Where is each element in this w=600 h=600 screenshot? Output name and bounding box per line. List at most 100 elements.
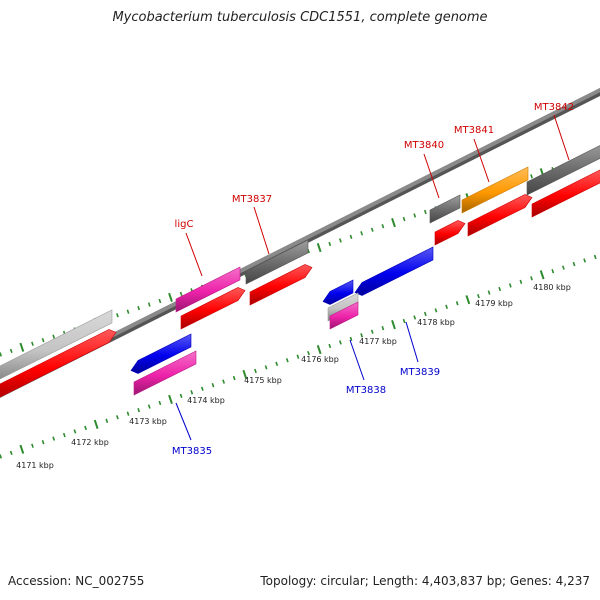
- inner-minor-tick: [498, 286, 502, 292]
- gene-arrow-red-5: [467, 194, 533, 237]
- outer-minor-tick: [423, 209, 427, 215]
- inner-minor-tick: [445, 304, 448, 309]
- inner-minor-tick: [477, 293, 480, 299]
- outer-minor-tick: [52, 334, 56, 339]
- inner-minor-tick: [116, 415, 119, 420]
- inner-minor-tick: [307, 350, 310, 356]
- inner-minor-tick: [190, 390, 194, 395]
- gene-label-mt3842: MT3842: [534, 102, 574, 113]
- outer-minor-tick: [370, 227, 374, 232]
- outer-minor-tick: [126, 309, 130, 314]
- outer-minor-tick: [41, 338, 45, 343]
- inner-minor-tick: [328, 343, 332, 349]
- inner-minor-tick: [84, 425, 87, 431]
- genome-backbone: [0, 87, 600, 398]
- scale-label: 4172 kbp: [71, 438, 109, 447]
- scale-label: 4178 kbp: [417, 318, 455, 327]
- inner-major-tick: [539, 270, 545, 280]
- inner-major-tick: [168, 394, 173, 405]
- inner-minor-tick: [561, 265, 565, 270]
- inner-minor-tick: [41, 440, 45, 445]
- inner-minor-tick: [275, 361, 279, 366]
- inner-major-tick: [391, 320, 396, 330]
- outer-minor-tick: [349, 234, 353, 240]
- inner-minor-tick: [179, 393, 183, 399]
- outer-minor-tick: [179, 291, 183, 297]
- inner-minor-tick: [264, 365, 268, 370]
- inner-minor-tick: [9, 450, 13, 456]
- scale-label: 4175 kbp: [244, 376, 282, 385]
- inner-minor-tick: [254, 368, 257, 374]
- inner-minor-tick: [31, 443, 34, 448]
- inner-minor-tick: [73, 429, 77, 434]
- gene-label-mt3838: MT3838: [346, 385, 386, 396]
- inner-minor-tick: [508, 283, 512, 288]
- accession-text: Accession: NC_002755: [8, 574, 145, 588]
- outer-minor-tick: [0, 352, 3, 357]
- inner-minor-tick: [105, 418, 109, 423]
- scale-label: 4177 kbp: [359, 337, 397, 346]
- inner-minor-tick: [583, 258, 587, 263]
- gene-arrow-MT3839: [354, 246, 434, 296]
- inner-minor-tick: [158, 400, 162, 406]
- scale-labels: 4171 kbp 4172 kbp 4173 kbp 4174 kbp 4175 kbp…: [16, 283, 571, 470]
- outer-major-tick: [316, 242, 322, 253]
- scale-label: 4174 kbp: [187, 396, 225, 405]
- inner-major-tick: [242, 369, 248, 380]
- gene-arrow-blue-1: [130, 333, 192, 374]
- inner-major-tick: [465, 295, 471, 305]
- gene-block-MT3838: [329, 301, 359, 330]
- inner-tick-track: [0, 254, 597, 459]
- inner-minor-tick: [519, 279, 523, 285]
- map-title: Mycobacterium tuberculosis CDC1551, comp…: [112, 10, 488, 25]
- outer-minor-tick: [137, 305, 141, 311]
- gene-label-mt3839: MT3839: [400, 367, 440, 378]
- callout-line-mt3841: [473, 138, 490, 183]
- inner-minor-tick: [62, 432, 66, 438]
- outer-minor-tick: [360, 231, 364, 236]
- callout-line-mt3835: [175, 402, 192, 441]
- gene-arrow-red-4: [434, 220, 466, 246]
- gene-block-MT3842: [526, 145, 600, 196]
- outer-minor-tick: [402, 216, 406, 222]
- gene-block-ligC: [175, 266, 241, 313]
- gene-label-mt3837: MT3837: [232, 194, 272, 205]
- inner-minor-tick: [551, 269, 555, 274]
- inner-minor-tick: [455, 301, 459, 306]
- inner-minor-tick: [487, 290, 491, 295]
- gene-label-ligc: ligC: [175, 219, 194, 230]
- inner-major-tick: [19, 444, 25, 454]
- gene-block-MT3841: [461, 166, 529, 214]
- outer-minor-tick: [328, 241, 332, 247]
- inner-minor-tick: [402, 318, 406, 324]
- outer-minor-tick: [530, 174, 533, 179]
- inner-minor-tick: [530, 276, 533, 281]
- genome-summary-text: Topology: circular; Length: 4,403,837 bp…: [260, 574, 590, 588]
- inner-major-tick: [93, 419, 99, 429]
- inner-minor-tick: [434, 308, 438, 313]
- gene-features: [0, 145, 600, 398]
- gene-arrow-red-3: [249, 264, 313, 306]
- callout-line-mt3840: [423, 153, 440, 199]
- outer-minor-tick: [9, 348, 13, 354]
- outer-minor-tick: [381, 224, 385, 229]
- scale-label: 4171 kbp: [16, 461, 54, 470]
- gene-block-MT3835: [133, 350, 197, 396]
- scale-label: 4180 kbp: [533, 283, 571, 292]
- scale-label: 4173 kbp: [129, 417, 167, 426]
- inner-minor-tick: [296, 354, 300, 359]
- inner-minor-tick: [222, 379, 225, 384]
- gene-arrow-red-2: [180, 287, 246, 330]
- inner-minor-tick: [0, 454, 3, 459]
- outer-minor-tick: [31, 341, 34, 346]
- inner-minor-tick: [413, 315, 417, 320]
- outer-major-tick: [391, 218, 396, 228]
- inner-minor-tick: [211, 383, 215, 388]
- gene-block-lightgrey: [0, 309, 113, 380]
- inner-minor-tick: [349, 336, 353, 342]
- outer-minor-tick: [116, 313, 119, 318]
- gene-block-MT3840: [429, 194, 461, 224]
- gene-label-mt3835: MT3835: [172, 446, 212, 457]
- inner-minor-tick: [360, 333, 364, 338]
